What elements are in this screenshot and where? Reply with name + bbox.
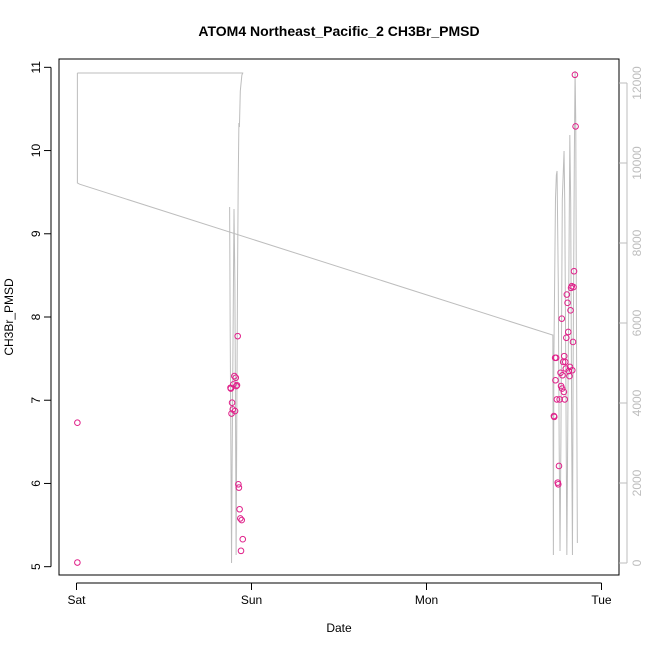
y-tick-label: 10 xyxy=(29,144,43,158)
y-axis: 5 6 7 8 9 10 11 xyxy=(29,61,52,570)
y2-axis: 0 2000 4000 6000 8000 10000 12000 xyxy=(619,66,644,566)
data-point xyxy=(563,334,570,342)
y2-tick-label: 10000 xyxy=(630,146,644,180)
data-point xyxy=(571,71,579,79)
data-point xyxy=(567,307,574,314)
data-point xyxy=(231,372,238,380)
data-point xyxy=(570,283,577,291)
data-point xyxy=(558,315,566,322)
data-point xyxy=(564,328,572,336)
x-tick-label: Sun xyxy=(241,593,262,607)
plot-frame xyxy=(58,58,620,576)
data-point xyxy=(231,407,239,415)
data-point xyxy=(560,388,568,396)
data-point xyxy=(74,559,81,566)
data-point xyxy=(550,413,558,421)
y-tick-label: 5 xyxy=(29,563,43,570)
y-tick-label: 8 xyxy=(29,313,43,320)
data-point xyxy=(561,358,569,366)
y-tick-label: 9 xyxy=(29,230,43,237)
data-point xyxy=(555,462,563,470)
data-point xyxy=(239,535,247,543)
data-point xyxy=(565,367,573,375)
data-point xyxy=(237,515,244,522)
data-point xyxy=(561,396,569,403)
data-point xyxy=(228,399,236,407)
data-point xyxy=(552,354,560,362)
data-point xyxy=(234,332,241,340)
y2-tick-label: 6000 xyxy=(630,309,644,336)
y2-tick-label: 2000 xyxy=(630,469,644,496)
data-point xyxy=(74,419,81,427)
x-tick-label: Mon xyxy=(415,593,438,607)
y-axis-label: CH3Br_PMSD xyxy=(2,278,16,356)
data-point xyxy=(563,291,571,298)
x-tick-label: Tue xyxy=(591,593,612,607)
data-point xyxy=(236,505,243,513)
y2-tick-label: 0 xyxy=(630,559,644,566)
data-point xyxy=(232,374,240,382)
data-point xyxy=(568,366,576,374)
y2-tick-label: 4000 xyxy=(630,389,644,416)
data-point xyxy=(556,396,563,403)
data-point xyxy=(233,381,241,389)
data-point xyxy=(569,338,577,346)
y-tick-label: 7 xyxy=(29,397,43,404)
data-point xyxy=(235,480,242,488)
y2-tick-label: 12000 xyxy=(630,66,644,100)
x-axis-label: Date xyxy=(326,621,352,635)
y-tick-label: 11 xyxy=(29,61,43,74)
data-point xyxy=(553,396,561,403)
data-point xyxy=(238,516,245,524)
data-point xyxy=(237,547,245,555)
data-point xyxy=(570,267,578,275)
series-lines xyxy=(76,70,578,564)
data-point xyxy=(232,382,240,390)
data-point xyxy=(564,299,571,307)
data-point xyxy=(559,371,566,379)
series-line-2 xyxy=(229,72,244,564)
data-point xyxy=(552,376,559,384)
y-tick-label: 6 xyxy=(29,480,43,487)
data-point xyxy=(572,123,579,130)
data-point xyxy=(554,480,562,488)
series-line-1 xyxy=(76,70,578,556)
x-axis: Sat Sun Mon Tue xyxy=(67,582,612,607)
data-point xyxy=(566,372,573,380)
data-point xyxy=(558,385,566,392)
x-tick-label: Sat xyxy=(67,593,86,607)
data-point xyxy=(235,484,243,491)
y2-tick-label: 8000 xyxy=(630,229,644,256)
chart-title: ATOM4 Northeast_Pacific_2 CH3Br_PMSD xyxy=(198,23,479,39)
series-points xyxy=(74,71,579,566)
